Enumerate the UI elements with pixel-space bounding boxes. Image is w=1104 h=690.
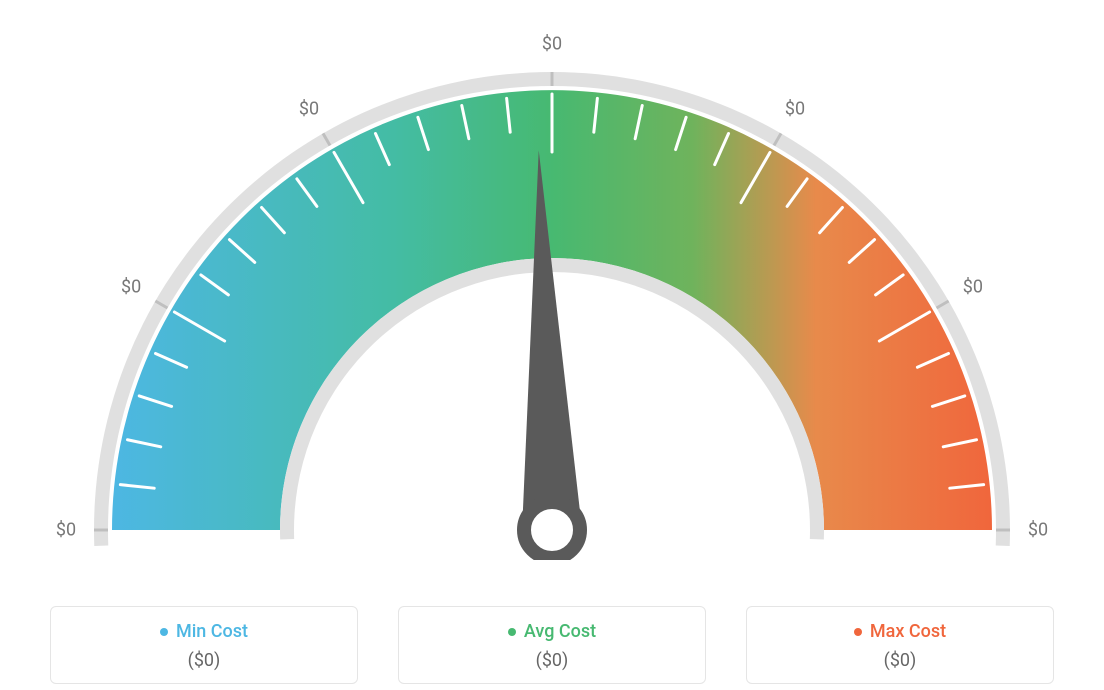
gauge-svg — [32, 0, 1072, 560]
legend-dot-icon — [854, 628, 862, 636]
legend-value: ($0) — [409, 650, 695, 671]
gauge-tick-label: $0 — [121, 277, 141, 298]
gauge-tick-label: $0 — [56, 520, 76, 541]
legend-label: Min Cost — [176, 621, 248, 642]
legend-title: Avg Cost — [508, 621, 596, 642]
legend-card-avg: Avg Cost ($0) — [398, 606, 706, 685]
legend-title: Max Cost — [854, 621, 946, 642]
legend-label: Max Cost — [870, 621, 946, 642]
legend-dot-icon — [508, 628, 516, 636]
legend-title: Min Cost — [160, 621, 248, 642]
gauge-tick-label: $0 — [963, 277, 983, 298]
gauge-tick-label: $0 — [1028, 520, 1048, 541]
gauge-tick-label: $0 — [299, 99, 319, 120]
gauge-chart: $0 $0 $0 $0 $0 $0 $0 — [32, 0, 1072, 560]
gauge-hub — [524, 502, 580, 558]
gauge-tick-label: $0 — [542, 34, 562, 55]
legend-row: Min Cost ($0) Avg Cost ($0) Max Cost ($0) — [50, 606, 1054, 685]
gauge-tick-label: $0 — [785, 99, 805, 120]
legend-value: ($0) — [61, 650, 347, 671]
legend-label: Avg Cost — [524, 621, 596, 642]
legend-value: ($0) — [757, 650, 1043, 671]
legend-card-max: Max Cost ($0) — [746, 606, 1054, 685]
legend-card-min: Min Cost ($0) — [50, 606, 358, 685]
legend-dot-icon — [160, 628, 168, 636]
